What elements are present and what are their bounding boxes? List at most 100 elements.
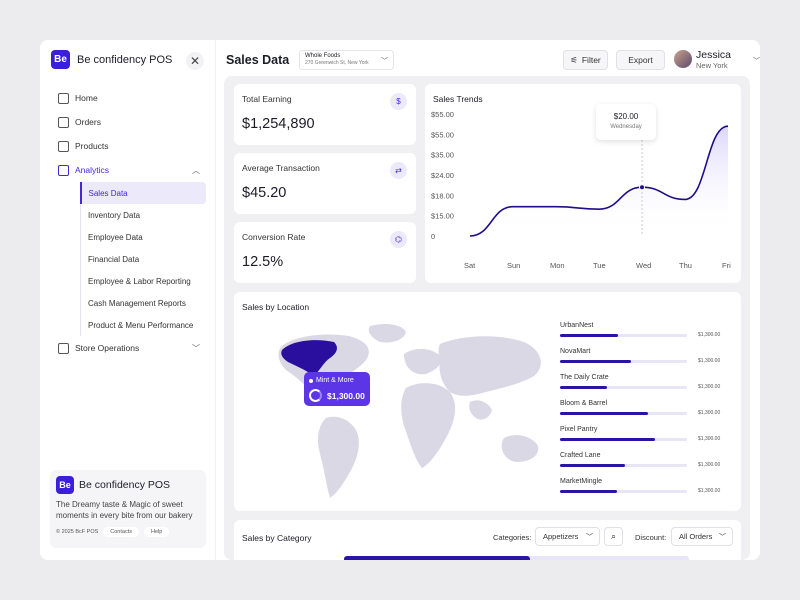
location-value: $1,300.00 [698,436,721,442]
x-tick-label: Fri [722,261,731,270]
sidebar-item-home[interactable]: Home [52,86,208,110]
store-name: Whole Foods [305,53,341,59]
x-tick-label: Mon [550,261,565,270]
discount-label: Discount: [635,533,667,542]
filter-button[interactable]: ⚟ Filter [563,50,608,70]
export-button[interactable]: Export [616,50,665,70]
chevron-down-icon[interactable]: ﹀ [753,58,760,65]
location-value: $1,300.00 [698,332,721,338]
location-row: Crafted Lane $1,300.00 [560,452,732,478]
x-tick-label: Sat [464,261,476,270]
chevron-down-icon: ﹀ [192,343,200,353]
highlighted-region-usa[interactable] [281,340,337,376]
location-row: UrbanNest $1,300.00 [560,322,732,348]
sidebar-subitem-inventory-data[interactable]: Inventory Data [88,210,141,220]
location-bar-track [560,490,687,493]
tooltip-day: Wednesday [610,124,642,130]
location-name: Bloom & Barrel [560,400,608,407]
sidebar-subitem-cash-reports[interactable]: Cash Management Reports [88,298,186,308]
discount-select[interactable]: All Orders ﹀ [671,527,733,546]
trend-area [470,126,728,236]
brand-name: Be confidency POS [77,53,173,66]
y-tick-label: $15.00 [431,212,454,221]
location-value: $1,300.00 [698,358,721,364]
sidebar-subitem-labor-reporting[interactable]: Employee & Labor Reporting [88,276,191,286]
sales-by-category-card: Sales by Category Categories: Appetizers… [234,520,741,560]
money-bag-icon: $ [390,93,407,110]
store-selector[interactable]: Whole Foods 270 Greenwich St, New York ﹀ [299,50,394,70]
sidebar-item-orders[interactable]: Orders [52,110,208,134]
location-bar-track [560,334,687,337]
progress-ring-icon [309,389,322,402]
avatar[interactable] [674,50,692,68]
network-icon: ⌬ [390,231,407,248]
location-row: MarketMingle $1,300.00 [560,478,732,504]
sidebar-subitem-sales-data[interactable]: Sales Data [79,182,206,204]
sidebar-item-store-operations[interactable]: Store Operations ﹀ [52,336,208,360]
sales-trends-title: Sales Trends [433,94,483,104]
sidebar-item-analytics[interactable]: Analytics ︿ [52,158,208,182]
contacts-link[interactable]: Contacts [103,527,139,537]
x-tick-label: Sun [507,261,520,270]
sales-by-category-title: Sales by Category [242,533,312,543]
help-link[interactable]: Help [143,527,170,537]
filter-icon: ⚟ [570,54,578,65]
categories-select[interactable]: Appetizers ﹀ [535,527,600,546]
sidebar-subitem-menu-performance[interactable]: Product & Menu Performance [88,320,194,330]
sidebar-subitem-employee-data[interactable]: Employee Data [88,232,143,242]
location-bar-fill [560,386,607,389]
sidebar-subitem-financial-data[interactable]: Financial Data [88,254,140,264]
kpi-value: $1,254,890 [242,116,315,132]
location-bar-track [560,360,687,363]
y-tick-label: $18.00 [431,191,454,200]
sidebar-nav: Home Orders Products Analytics ︿ Sales D… [52,86,208,360]
location-value: $1,300.00 [698,410,721,416]
sales-by-location-title: Sales by Location [242,302,310,312]
promo-name: Be confidency POS [79,479,171,491]
hand-icon [58,140,69,152]
kpi-card-conversion-rate: Conversion Rate 12.5% ⌬ [234,222,416,283]
categories-label: Categories: [493,533,532,542]
discount-value: All Orders [679,532,713,541]
close-icon[interactable]: ✕ [186,52,204,70]
categories-value: Appetizers [543,532,579,541]
kpi-label: Conversion Rate [242,232,306,242]
location-name: Pixel Pantry [560,426,598,433]
world-map [278,324,541,498]
x-tick-label: Tue [593,261,606,270]
category-bar [344,556,531,560]
kpi-card-average-transaction: Average Transaction $45.20 ⇄ [234,153,416,214]
location-row: Bloom & Barrel $1,300.00 [560,400,732,426]
store-address: 270 Greenwich St, New York [305,60,369,66]
location-name: Crafted Lane [560,452,601,459]
map-tooltip-value: $1,300.00 [327,391,365,401]
y-tick-label: 0 [431,232,435,241]
kpi-label: Total Earning [242,94,292,104]
y-tick-label: $55.00 [431,110,454,119]
trend-line [469,125,729,237]
search-icon: ⌕ [610,531,617,541]
user-location: New York [696,61,728,70]
sales-by-location-card: Sales by Location [234,292,741,511]
location-bar-track [560,386,687,389]
location-row: Pixel Pantry $1,300.00 [560,426,732,452]
sales-trends-card: Sales Trends $55.00 $55.00 $35.00 $24.00 $18… [425,84,741,283]
location-bar-fill [560,412,648,415]
sidebar-item-label: Store Operations [75,343,140,353]
copyright: © 2025 BcF POS [56,529,99,535]
y-tick-label: $55.00 [431,130,454,139]
location-bar-track [560,464,687,467]
promo-text: The Dreamy taste & Magic of sweet moment… [56,500,193,520]
brand[interactable]: Be Be confidency POS [51,50,172,69]
filter-label: Filter [581,55,601,65]
sidebar-item-products[interactable]: Products [52,134,208,158]
home-icon [58,92,69,104]
transaction-icon: ⇄ [390,162,407,179]
highlighted-point[interactable] [639,184,645,191]
location-value: $1,300.00 [698,488,721,494]
map-tooltip: Mint & More $1,300.00 [304,372,370,406]
search-button[interactable]: ⌕ [604,527,623,546]
chevron-down-icon: ﹀ [381,58,388,65]
location-value: $1,300.00 [698,384,721,390]
sidebar-item-label: Analytics [75,165,110,175]
